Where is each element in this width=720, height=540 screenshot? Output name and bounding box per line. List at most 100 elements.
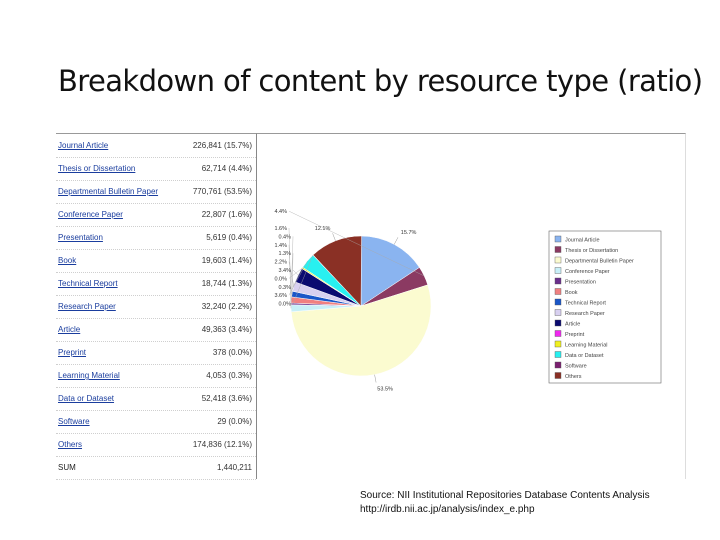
resource-count: 49,363 (3.4%)	[201, 325, 252, 334]
resource-count: 18,744 (1.3%)	[201, 279, 252, 288]
resource-type-link[interactable]: Book	[58, 256, 77, 265]
legend-swatch	[554, 319, 562, 327]
table-row: Conference Paper 22,807 (1.6%)	[56, 203, 256, 227]
legend-entry: Data or Dataset	[565, 353, 604, 359]
table-row: Departmental Bulletin Paper 770,761 (53.5…	[56, 180, 256, 204]
pie-slice	[290, 284, 432, 377]
legend-entry: Research Paper	[565, 311, 605, 317]
slice-label: 1.4%	[274, 243, 287, 249]
resource-type-link[interactable]: Technical Report	[58, 279, 118, 288]
slice-leader-line	[288, 211, 425, 277]
table-row: Book 19,603 (1.4%)	[56, 249, 256, 273]
legend-swatch	[554, 361, 562, 369]
resource-count: 5,619 (0.4%)	[206, 233, 252, 242]
resource-count: 32,240 (2.2%)	[201, 302, 252, 311]
resource-type-link[interactable]: Research Paper	[58, 302, 116, 311]
table-row: Preprint 378 (0.0%)	[56, 341, 256, 365]
legend-swatch	[554, 256, 562, 264]
legend-swatch	[554, 267, 562, 274]
legend-entry: Preprint	[565, 332, 585, 338]
resource-count: 19,603 (1.4%)	[201, 256, 252, 265]
legend-entry: Book	[565, 290, 578, 296]
legend-entry: Departmental Bulletin Paper	[565, 259, 634, 265]
slice-leader-line	[292, 267, 303, 287]
resource-type-link[interactable]: Preprint	[58, 348, 87, 357]
table-row: Research Paper 32,240 (2.2%)	[56, 295, 256, 319]
resource-count: 378 (0.0%)	[212, 348, 252, 357]
slice-label: 12.1%	[315, 226, 331, 232]
legend-entry: Learning Material	[565, 343, 608, 349]
legend-frame	[548, 230, 662, 384]
resource-count: 52,418 (3.6%)	[201, 394, 252, 403]
slice-leader-line	[288, 244, 292, 301]
slice-label: 0.4%	[278, 234, 291, 240]
sum-value: 1,440,211	[217, 463, 252, 472]
pie-chart-panel: 15.7% 4.4% 53.5% 1.6% 0.4% 1.4% 1.3% 2.2% 3.4% 0.…	[256, 133, 686, 479]
legend-swatch	[554, 330, 562, 337]
legend-entry: Article	[565, 322, 580, 328]
slice-label: 15.7%	[401, 230, 417, 236]
legend-entry: Software	[565, 364, 587, 370]
slice-label: 4.4%	[274, 209, 287, 215]
slice-leader-line	[393, 237, 399, 245]
source-url[interactable]: http://irdb.nii.ac.jp/analysis/index_e.p…	[360, 504, 535, 515]
resource-type-link[interactable]: Thesis or Dissertation	[58, 164, 136, 173]
slice-leader-line	[292, 254, 314, 304]
table-row: Article 49,363 (3.4%)	[56, 318, 256, 342]
pie-slice	[312, 235, 362, 307]
resource-type-link[interactable]: Presentation	[58, 233, 103, 242]
sum-label: SUM	[58, 463, 76, 472]
legend-swatch	[554, 235, 562, 243]
resource-type-link[interactable]: Software	[58, 417, 90, 426]
table-row: Data or Dataset 52,418 (3.6%)	[56, 387, 256, 411]
resource-count: 226,841 (15.7%)	[192, 141, 252, 150]
legend-swatch	[554, 288, 562, 295]
source-line-1: Source: NII Institutional Repositories D…	[360, 490, 650, 501]
legend-swatch	[554, 298, 562, 306]
resource-type-link[interactable]: Others	[58, 440, 83, 449]
slice-leader-line	[374, 374, 377, 383]
legend-swatch	[554, 246, 562, 253]
resource-count: 4,053 (0.3%)	[206, 371, 252, 380]
slice-label: 3.4%	[278, 268, 291, 274]
slice-label: 53.5%	[377, 386, 393, 392]
slice-label: 0.0%	[274, 276, 287, 282]
slice-label: 1.6%	[274, 226, 287, 232]
legend-swatch	[554, 340, 562, 348]
resource-type-link[interactable]: Article	[58, 325, 81, 334]
table-row: Learning Material 4,053 (0.3%)	[56, 364, 256, 388]
source-note: Source: NII Institutional Repositories D…	[360, 489, 650, 517]
pie-chart: 15.7% 4.4% 53.5% 1.6% 0.4% 1.4% 1.3% 2.2% 3.4% 0.…	[274, 209, 662, 392]
legend-entry: Conference Paper	[565, 269, 610, 275]
table-row: Thesis or Dissertation 62,714 (4.4%)	[56, 157, 256, 181]
legend-entry: Presentation	[565, 280, 596, 286]
table-row: Software 29 (0.0%)	[56, 410, 256, 434]
resource-type-link[interactable]: Learning Material	[58, 371, 120, 380]
legend-swatch	[554, 277, 562, 285]
table-row: Journal Article 226,841 (15.7%)	[56, 134, 256, 158]
resource-type-link[interactable]: Journal Article	[58, 141, 109, 150]
table-row: Others 174,836 (12.1%)	[56, 433, 256, 457]
legend-entry: Journal Article	[565, 238, 600, 244]
slice-leader-line	[291, 253, 294, 295]
legend-swatch	[554, 309, 562, 316]
slice-leader-line	[288, 261, 294, 287]
slice-leader-line	[288, 268, 303, 279]
slice-label: 0.3%	[278, 285, 291, 291]
resource-type-table: Journal Article 226,841 (15.7%) Thesis or …	[56, 133, 256, 480]
resource-type-link[interactable]: Conference Paper	[58, 210, 123, 219]
resource-count: 62,714 (4.4%)	[201, 164, 252, 173]
resource-count: 174,836 (12.1%)	[192, 440, 252, 449]
slice-leader-line	[288, 260, 308, 296]
slice-label: 1.3%	[278, 251, 291, 257]
legend-swatch	[554, 351, 562, 358]
resource-count: 29 (0.0%)	[217, 417, 252, 426]
table-row: Technical Report 18,744 (1.3%)	[56, 272, 256, 296]
resource-type-link[interactable]: Departmental Bulletin Paper	[58, 187, 159, 196]
resource-type-link[interactable]: Data or Dataset	[58, 394, 115, 403]
resource-count: 22,807 (1.6%)	[201, 210, 252, 219]
slice-leader-line	[290, 236, 294, 304]
pie-slices	[290, 235, 432, 377]
slice-label: 2.2%	[274, 260, 287, 266]
slice-label: 3.6%	[274, 293, 287, 299]
